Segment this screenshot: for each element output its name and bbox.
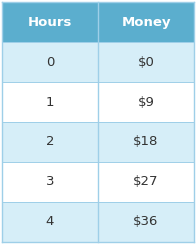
Text: $27: $27 [133,175,159,188]
Text: Money: Money [121,16,171,29]
Text: $9: $9 [138,96,154,109]
Text: Hours: Hours [28,16,72,29]
Text: 0: 0 [46,56,54,69]
Bar [98,122,194,162]
Text: 3: 3 [46,175,54,188]
Text: 4: 4 [46,215,54,228]
Text: $36: $36 [133,215,159,228]
Bar [2,42,98,82]
Bar [2,82,98,122]
Bar [2,202,98,242]
Text: 2: 2 [46,135,54,148]
Bar [2,162,98,202]
Text: $0: $0 [138,56,154,69]
Bar [98,202,194,242]
Text: $18: $18 [133,135,159,148]
Bar [98,82,194,122]
Bar [98,42,194,82]
Bar [98,2,194,42]
Bar [2,2,98,42]
Bar [2,122,98,162]
Bar [98,162,194,202]
Text: 1: 1 [46,96,54,109]
